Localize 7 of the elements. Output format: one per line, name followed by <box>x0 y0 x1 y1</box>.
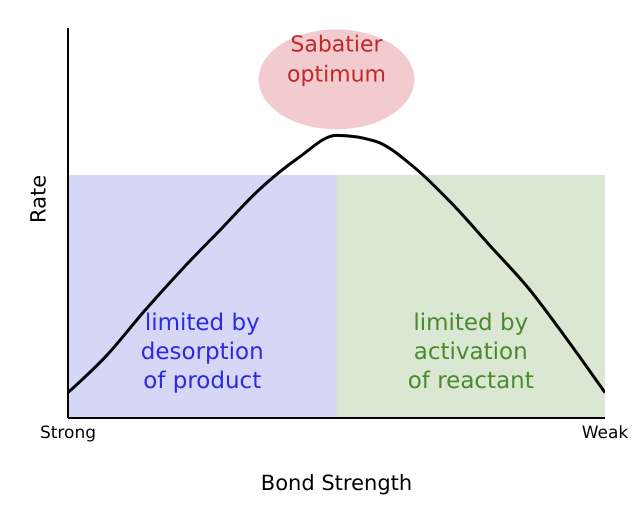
text: Sabatier optimum <box>287 32 386 88</box>
annotation: limited by desorption of product <box>140 310 264 394</box>
x-tick-label: Weak <box>582 423 628 444</box>
y-axis-title: Rate <box>26 174 50 223</box>
x-tick-label: Strong <box>40 423 96 444</box>
annotation: limited by activation of reactant <box>408 310 534 394</box>
x-axis-title: Bond Strength <box>260 471 412 495</box>
